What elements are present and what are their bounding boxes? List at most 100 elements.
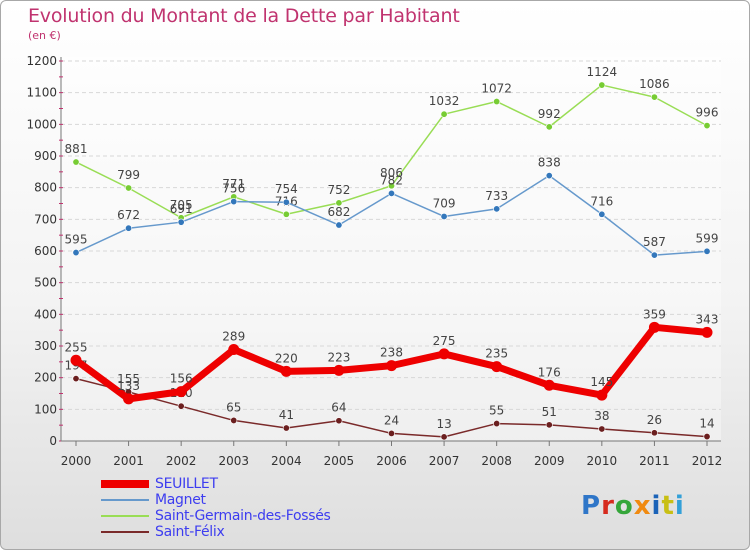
y-tick-label: 700 bbox=[34, 212, 57, 226]
data-point bbox=[493, 420, 501, 428]
data-label: 176 bbox=[538, 365, 561, 379]
data-label: 255 bbox=[65, 340, 88, 354]
x-tick-label: 2011 bbox=[639, 454, 670, 468]
logo-letter: o bbox=[614, 491, 634, 521]
data-point bbox=[228, 343, 240, 355]
y-tick-label: 900 bbox=[34, 149, 57, 163]
data-label: 771 bbox=[222, 177, 245, 191]
data-label: 1086 bbox=[639, 77, 670, 91]
legend-label: SEUILLET bbox=[155, 476, 218, 492]
data-label: 992 bbox=[538, 107, 561, 121]
data-label: 51 bbox=[542, 405, 557, 419]
data-label: 145 bbox=[590, 375, 613, 389]
data-point bbox=[598, 81, 606, 89]
data-point bbox=[545, 172, 553, 180]
legend-label: Saint-Germain-des-Fossés bbox=[155, 508, 331, 524]
data-point bbox=[72, 375, 80, 383]
y-tick-label: 1200 bbox=[26, 54, 57, 68]
data-label: 13 bbox=[436, 417, 451, 431]
data-label: 343 bbox=[696, 312, 719, 326]
data-point bbox=[440, 433, 448, 441]
x-tick-label: 2000 bbox=[61, 454, 92, 468]
x-tick-label: 2002 bbox=[166, 454, 197, 468]
data-point bbox=[230, 198, 238, 206]
data-point bbox=[387, 189, 395, 197]
data-label: 587 bbox=[643, 235, 666, 249]
x-tick-label: 2012 bbox=[692, 454, 723, 468]
x-tick-label: 2003 bbox=[218, 454, 249, 468]
y-tick-label: 0 bbox=[49, 434, 57, 448]
y-tick-label: 1100 bbox=[26, 86, 57, 100]
data-point bbox=[598, 210, 606, 218]
data-label: 155 bbox=[117, 372, 140, 386]
legend-swatch bbox=[101, 499, 149, 501]
data-label: 672 bbox=[117, 208, 140, 222]
data-point bbox=[545, 123, 553, 131]
data-point bbox=[282, 210, 290, 218]
data-point bbox=[72, 158, 80, 166]
data-label: 881 bbox=[65, 142, 88, 156]
data-point bbox=[543, 379, 555, 391]
data-label: 38 bbox=[594, 409, 609, 423]
data-point bbox=[333, 364, 345, 376]
data-point bbox=[650, 251, 658, 259]
data-label: 65 bbox=[226, 400, 241, 414]
data-point bbox=[230, 416, 238, 424]
data-label: 235 bbox=[485, 347, 508, 361]
data-label: 24 bbox=[384, 413, 399, 427]
legend-label: Saint-Félix bbox=[155, 524, 225, 540]
logo-letter: i bbox=[674, 491, 685, 521]
proxiti-logo: Proxiti bbox=[581, 491, 685, 521]
legend-item: Saint-Félix bbox=[101, 524, 225, 540]
data-point bbox=[282, 424, 290, 432]
logo-letter: r bbox=[601, 491, 615, 521]
data-point bbox=[335, 221, 343, 229]
data-label: 595 bbox=[65, 233, 88, 247]
data-label: 996 bbox=[696, 106, 719, 120]
data-point bbox=[175, 386, 187, 398]
data-label: 223 bbox=[327, 350, 350, 364]
data-label: 133 bbox=[117, 379, 140, 393]
data-label: 238 bbox=[380, 346, 403, 360]
x-tick-label: 2001 bbox=[113, 454, 144, 468]
data-label: 599 bbox=[696, 231, 719, 245]
x-tick-label: 2006 bbox=[376, 454, 407, 468]
data-label: 782 bbox=[380, 173, 403, 187]
data-point bbox=[701, 326, 713, 338]
legend-item: Magnet bbox=[101, 492, 206, 508]
x-tick-label: 2004 bbox=[271, 454, 302, 468]
data-point bbox=[440, 110, 448, 118]
data-point bbox=[72, 249, 80, 257]
data-point bbox=[387, 182, 395, 190]
y-tick-label: 300 bbox=[34, 339, 57, 353]
data-point bbox=[703, 247, 711, 255]
x-tick-label: 2007 bbox=[429, 454, 460, 468]
data-label: 41 bbox=[279, 408, 294, 422]
data-label: 705 bbox=[170, 198, 193, 212]
data-label: 156 bbox=[170, 372, 193, 386]
x-tick-label: 2009 bbox=[534, 454, 565, 468]
plot-area bbox=[61, 57, 721, 441]
data-label: 26 bbox=[647, 413, 662, 427]
data-point bbox=[596, 389, 608, 401]
chart-title: Evolution du Montant de la Dette par Hab… bbox=[28, 5, 460, 27]
data-point bbox=[650, 429, 658, 437]
y-tick-label: 1000 bbox=[26, 117, 57, 131]
data-label: 359 bbox=[643, 307, 666, 321]
data-point bbox=[703, 122, 711, 130]
data-point bbox=[440, 212, 448, 220]
data-label: 733 bbox=[485, 189, 508, 203]
data-label: 756 bbox=[222, 182, 245, 196]
logo-letter: x bbox=[633, 491, 652, 521]
y-tick-label: 400 bbox=[34, 307, 57, 321]
data-label: 14 bbox=[699, 417, 714, 431]
data-point bbox=[335, 199, 343, 207]
x-tick-label: 2005 bbox=[324, 454, 355, 468]
x-tick-label: 2008 bbox=[481, 454, 512, 468]
data-label: 1072 bbox=[481, 82, 512, 96]
data-point bbox=[282, 198, 290, 206]
logo-letter: i bbox=[651, 491, 662, 521]
data-point bbox=[598, 425, 606, 433]
legend-item: Saint-Germain-des-Fossés bbox=[101, 508, 331, 524]
